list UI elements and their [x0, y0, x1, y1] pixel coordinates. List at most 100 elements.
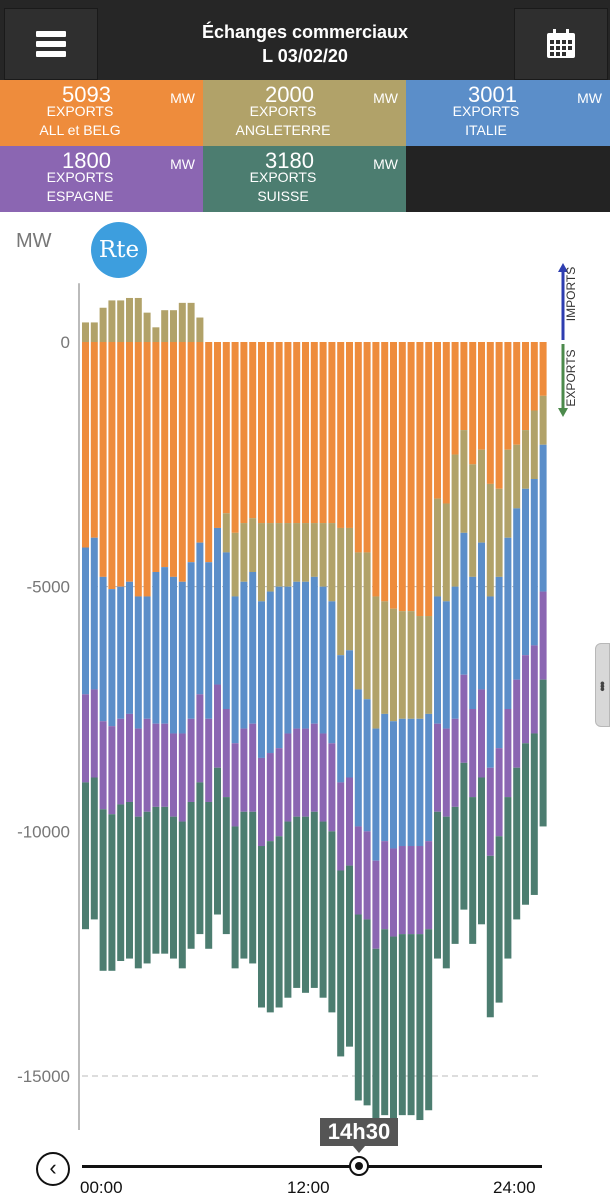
- bar-segment: [258, 601, 265, 758]
- bar-segment: [407, 611, 415, 719]
- bar-segment: [442, 503, 450, 602]
- bar-segment: [486, 767, 494, 856]
- bar-segment: [258, 757, 265, 847]
- bar-segment: [451, 454, 459, 587]
- y-tick-label: -15000: [17, 1067, 70, 1086]
- bar-segment: [513, 444, 521, 509]
- bar-segment: [337, 782, 345, 871]
- bar-segment: [416, 934, 424, 1121]
- bar-segment: [266, 342, 274, 524]
- bar-segment: [196, 542, 204, 695]
- bar-segment: [337, 655, 345, 783]
- back-button[interactable]: ‹: [36, 1152, 70, 1186]
- bar-segment: [187, 302, 195, 342]
- bar-segment: [363, 342, 371, 553]
- bar-segment: [231, 342, 239, 533]
- bar-segment: [293, 342, 301, 524]
- bar-segment: [530, 342, 538, 411]
- bar-segment: [143, 811, 151, 964]
- tile-country: ANGLETERRE: [235, 122, 331, 138]
- bar-segment: [372, 728, 380, 861]
- exports-arrowhead: [558, 408, 568, 417]
- tile-angleterre[interactable]: 2000 MW EXPORTS ANGLETERRE: [203, 80, 406, 146]
- bar-segment: [134, 728, 142, 817]
- bar-segment: [126, 297, 133, 342]
- tile-espagne[interactable]: 1800 MW EXPORTS ESPAGNE: [0, 146, 203, 212]
- bar-segment: [240, 342, 248, 524]
- tile-unit: MW: [373, 156, 398, 172]
- bar-segment: [249, 723, 257, 812]
- bar-segment: [117, 718, 125, 805]
- bar-segment: [205, 801, 213, 949]
- bar-segment: [178, 821, 186, 969]
- bar-segment: [390, 608, 397, 722]
- bar-segment: [196, 782, 204, 935]
- bar-segment: [337, 870, 345, 1057]
- bar-segment: [398, 718, 406, 847]
- bar-segment: [170, 342, 177, 577]
- bar-segment: [231, 743, 239, 827]
- tile-direction: EXPORTS: [46, 103, 114, 119]
- bar-segment: [196, 694, 204, 783]
- bar-segment: [495, 748, 503, 837]
- timeline-track[interactable]: [82, 1165, 542, 1168]
- tile-suisse[interactable]: 3180 MW EXPORTS SUISSE: [203, 146, 406, 212]
- bar-segment: [152, 342, 160, 572]
- bar-segment: [82, 782, 89, 930]
- bar-segment: [170, 576, 177, 734]
- bar-segment: [82, 694, 89, 783]
- bar-segment: [82, 322, 89, 342]
- bar-segment: [504, 537, 512, 709]
- tile-all-belg[interactable]: 5093 MW EXPORTS ALL et BELG: [0, 80, 203, 146]
- bar-segment: [398, 342, 406, 612]
- bar-segment: [222, 709, 230, 798]
- bar-segment: [398, 846, 406, 935]
- bar-segment: [90, 322, 98, 342]
- page-title-date: L 03/02/20: [262, 46, 348, 66]
- bar-segment: [478, 689, 485, 778]
- bar-segment: [539, 342, 547, 396]
- bar-segment: [416, 616, 424, 719]
- bar-segment: [372, 596, 380, 729]
- bar-segment: [530, 733, 538, 895]
- bar-segment: [513, 679, 521, 768]
- bar-segment: [319, 733, 327, 822]
- bar-segment: [302, 581, 309, 729]
- bar-segment: [346, 777, 353, 866]
- timeline-slider-knob[interactable]: [349, 1156, 369, 1176]
- bar-segment: [90, 777, 98, 920]
- bar-segment: [266, 753, 274, 842]
- bar-segment: [222, 513, 230, 553]
- bar-segment: [478, 777, 485, 925]
- bar-segment: [205, 342, 213, 563]
- app-header: Échanges commerciaux L 03/02/20: [0, 0, 610, 80]
- tile-unit: MW: [577, 90, 602, 106]
- calendar-button[interactable]: [514, 8, 608, 80]
- bar-segment: [398, 611, 406, 719]
- bar-segment: [522, 488, 529, 656]
- bar-segment: [161, 723, 169, 807]
- tile-italie[interactable]: 3001 MW EXPORTS ITALIE: [406, 80, 610, 146]
- bar-segment: [442, 342, 450, 504]
- menu-button[interactable]: [4, 8, 98, 80]
- bar-segment: [196, 342, 204, 543]
- bar-segment: [354, 914, 362, 1101]
- side-drawer-handle[interactable]: •••: [595, 643, 610, 727]
- tile-label: EXPORTS ITALIE: [406, 102, 566, 140]
- bar-segment: [275, 836, 283, 1008]
- bar-segment: [152, 571, 160, 724]
- bar-segment: [240, 728, 248, 812]
- tile-unit: MW: [170, 90, 195, 106]
- bar-segment: [258, 846, 265, 1008]
- bar-segment: [416, 718, 424, 847]
- bar-segment: [363, 831, 371, 920]
- bar-segment: [134, 342, 142, 597]
- bar-segment: [284, 523, 292, 587]
- bar-segment: [434, 498, 441, 597]
- bar-segment: [346, 865, 353, 1047]
- bar-segment: [293, 728, 301, 817]
- bar-segment: [442, 601, 450, 729]
- bar-segment: [161, 342, 169, 568]
- bar-segment: [284, 586, 292, 734]
- bar-segment: [478, 449, 485, 543]
